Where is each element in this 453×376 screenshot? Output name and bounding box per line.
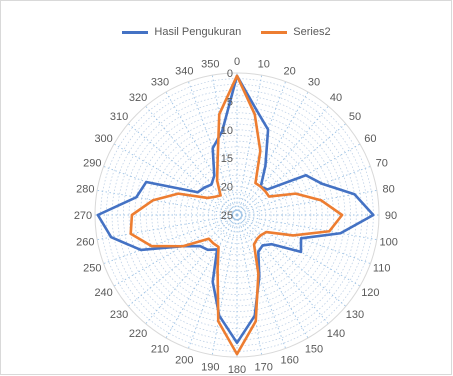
grid-ring [196, 174, 278, 256]
angle-label: 20 [284, 65, 296, 77]
angle-label: 300 [94, 133, 112, 145]
angle-label: 70 [376, 157, 388, 169]
grid-ring [225, 203, 249, 227]
series-line-1 [96, 74, 375, 345]
angle-label: 200 [175, 355, 193, 367]
grid-ring [213, 191, 261, 239]
angle-label: 120 [361, 287, 379, 299]
angle-label: 240 [94, 287, 112, 299]
angle-label: 180 [228, 364, 246, 376]
angle-label: 210 [151, 343, 169, 355]
grid-ring [106, 84, 368, 346]
angle-label: 0 [234, 56, 240, 68]
angle-label: 80 [383, 183, 395, 195]
angle-label: 150 [305, 343, 323, 355]
angle-label: 90 [385, 210, 397, 222]
ring-label: 0 [227, 68, 233, 80]
grid-ring [145, 123, 329, 307]
angle-label: 310 [110, 111, 128, 123]
legend-swatch-series-1 [122, 30, 149, 34]
legend: Hasil Pengukuran Series2 [0, 26, 453, 38]
series-line-2 [129, 74, 344, 356]
grid-ring [202, 180, 272, 250]
legend-label-series-1: Hasil Pengukuran [154, 26, 242, 38]
angle-label: 260 [76, 237, 94, 249]
legend-item-series-1: Hasil Pengukuran [122, 26, 241, 38]
angle-label: 230 [110, 309, 128, 321]
angle-label: 10 [258, 58, 270, 70]
angle-label: 160 [280, 355, 298, 367]
angle-label: 340 [175, 65, 193, 77]
angle-label: 280 [76, 183, 94, 195]
angle-label: 330 [151, 77, 169, 89]
angle-label: 100 [379, 237, 397, 249]
angle-label: 130 [346, 309, 364, 321]
grid-ring [230, 208, 244, 222]
legend-item-series-2: Series2 [261, 26, 331, 38]
grid-ring [162, 140, 312, 290]
angle-label: 290 [83, 157, 101, 169]
legend-swatch-series-2 [261, 30, 288, 34]
grid-ring [157, 135, 317, 295]
angle-label: 220 [129, 328, 147, 340]
grid-ring [185, 163, 289, 267]
angle-label: 140 [327, 328, 345, 340]
angle-label: 50 [349, 111, 361, 123]
series-layer [96, 74, 375, 356]
grid-ring [123, 101, 351, 329]
angle-label: 270 [74, 210, 92, 222]
angle-label: 60 [364, 133, 376, 145]
ring-label: 20 [221, 182, 233, 194]
radar-grid [94, 72, 380, 358]
angle-label: 30 [308, 77, 320, 89]
angle-label: 250 [83, 263, 101, 275]
ring-label: 25 [221, 210, 233, 222]
angle-label: 110 [373, 263, 391, 275]
angle-label: 170 [255, 362, 273, 374]
grid-ring [174, 152, 300, 278]
grid-ring [117, 95, 357, 335]
ring-label: 10 [221, 125, 233, 137]
ring-label: 15 [221, 153, 233, 165]
grid-ring [134, 112, 340, 318]
ring-label: 5 [227, 96, 233, 108]
grid-ring [94, 72, 380, 358]
angle-label: 320 [129, 92, 147, 104]
angle-label: 190 [201, 362, 219, 374]
angle-label: 40 [330, 92, 342, 104]
legend-label-series-2: Series2 [293, 26, 331, 38]
radar-labels: 0 102030405060708090100110120130140150160… [74, 56, 398, 376]
grid-ring [128, 106, 346, 324]
angle-label: 350 [201, 58, 219, 70]
